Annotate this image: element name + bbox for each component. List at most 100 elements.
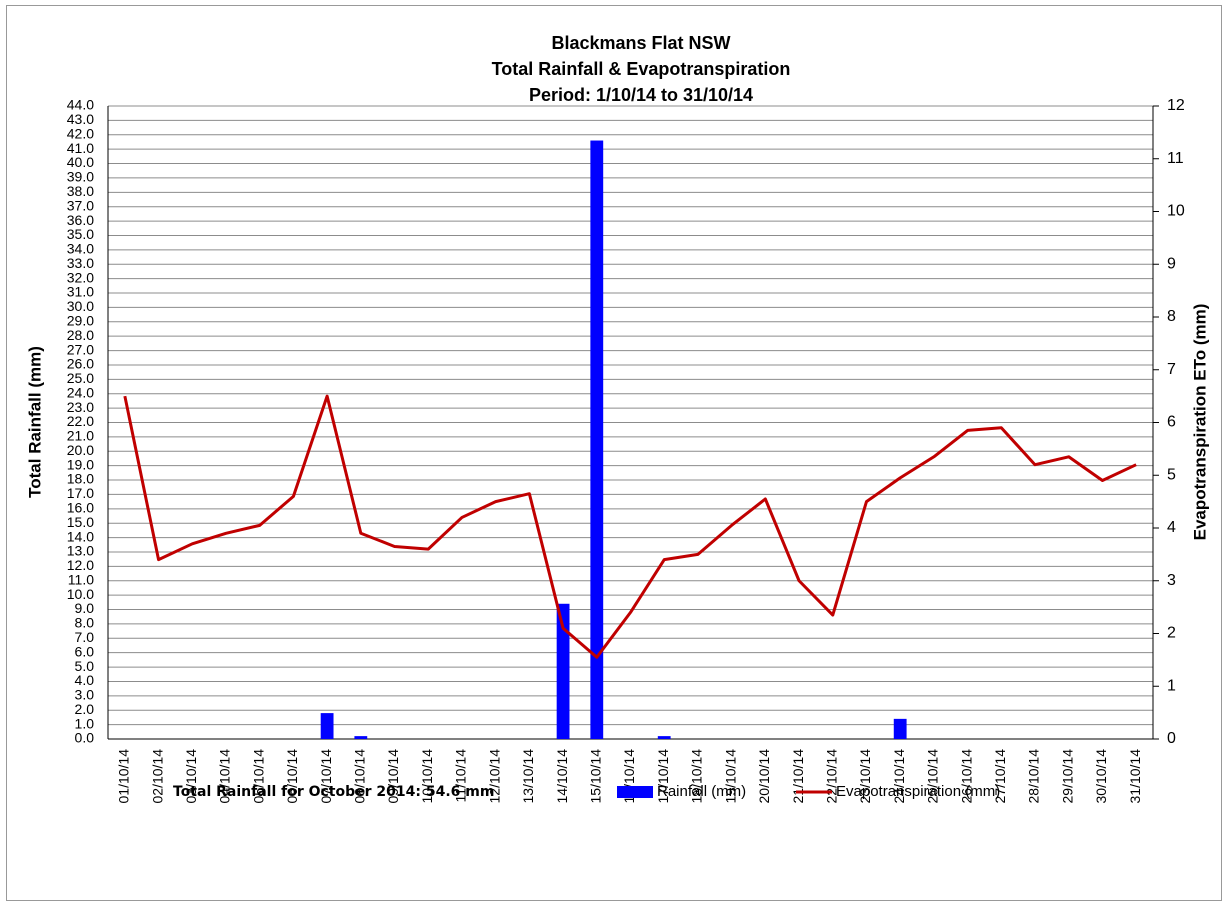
y-tick-label: 32.0 xyxy=(67,269,94,285)
y-tick-label: 44.0 xyxy=(67,97,94,113)
chart-title: Period: 1/10/14 to 31/10/14 xyxy=(529,85,753,105)
y-tick-label: 21.0 xyxy=(67,428,94,444)
y-tick-label: 10.0 xyxy=(67,586,94,602)
y2-tick-label: 7 xyxy=(1167,361,1176,378)
y-tick-label: 40.0 xyxy=(67,154,94,170)
y-tick-label: 42.0 xyxy=(67,125,94,141)
x-tick-label: 23/10/14 xyxy=(857,749,873,804)
y-tick-label: 22.0 xyxy=(67,413,94,429)
y-tick-label: 20.0 xyxy=(67,442,94,458)
x-tick-label: 15/10/14 xyxy=(587,749,603,804)
y-tick-label: 15.0 xyxy=(67,514,94,530)
y-tick-label: 33.0 xyxy=(67,255,94,271)
x-tick-label: 07/10/14 xyxy=(318,749,334,804)
y-tick-label: 2.0 xyxy=(75,701,95,717)
x-tick-label: 17/10/14 xyxy=(655,749,671,804)
y-tick-label: 1.0 xyxy=(75,715,95,731)
bar xyxy=(320,713,334,739)
bar xyxy=(590,140,604,739)
x-tick-label: 25/10/14 xyxy=(925,749,941,804)
annotation: Total Rainfall for October 2014: 54.6 mm xyxy=(173,784,494,800)
line xyxy=(123,394,1137,659)
y-tick-label: 31.0 xyxy=(67,284,94,300)
y-tick-label: 27.0 xyxy=(67,341,94,357)
y-tick-label: 14.0 xyxy=(67,528,94,544)
x-tick-label: 20/10/14 xyxy=(756,749,772,804)
y-tick-label: 30.0 xyxy=(67,298,94,314)
bar xyxy=(354,736,368,739)
x-tick-label: 08/10/14 xyxy=(352,749,368,804)
x-tick-label: 21/10/14 xyxy=(790,749,806,804)
y2-tick-label: 0 xyxy=(1167,730,1176,747)
x-tick-label: 18/10/14 xyxy=(689,749,705,804)
y-tick-label: 24.0 xyxy=(67,384,94,400)
chart-title: Total Rainfall & Evapotranspiration xyxy=(492,59,791,79)
y2-tick-label: 8 xyxy=(1167,308,1176,325)
y2-tick-label: 2 xyxy=(1167,625,1176,642)
x-tick-label: 01/10/14 xyxy=(116,749,132,804)
y-tick-label: 18.0 xyxy=(67,471,94,487)
y-tick-label: 17.0 xyxy=(67,485,94,501)
y-tick-label: 11.0 xyxy=(68,571,94,587)
x-tick-label: 11/10/14 xyxy=(453,749,469,803)
y-tick-label: 41.0 xyxy=(67,140,94,156)
x-tick-label: 04/10/14 xyxy=(217,749,233,804)
bar xyxy=(893,718,907,739)
y-tick-label: 19.0 xyxy=(67,456,94,472)
x-tick-label: 14/10/14 xyxy=(554,749,570,804)
y2-tick-label: 6 xyxy=(1167,414,1176,431)
x-tick-label: 13/10/14 xyxy=(520,749,536,804)
y-tick-label: 36.0 xyxy=(67,212,94,228)
y-tick-label: 8.0 xyxy=(75,615,95,631)
legend-label: Evapotranspiration (mm) xyxy=(836,783,1000,800)
x-tick-label: 06/10/14 xyxy=(284,749,300,804)
x-tick-label: 22/10/14 xyxy=(823,749,839,804)
y-tick-label: 5.0 xyxy=(75,658,95,674)
y-tick-label: 39.0 xyxy=(67,169,94,185)
y2-tick-label: 1 xyxy=(1167,677,1176,694)
y-tick-label: 12.0 xyxy=(67,557,94,573)
y2-tick-label: 4 xyxy=(1167,519,1176,536)
y-tick-label: 3.0 xyxy=(75,687,95,703)
y-tick-label: 35.0 xyxy=(67,226,94,242)
x-tick-label: 28/10/14 xyxy=(1026,749,1042,804)
bar xyxy=(556,603,570,739)
y-tick-label: 16.0 xyxy=(67,500,94,516)
y2-tick-label: 5 xyxy=(1167,466,1176,483)
y-tick-label: 37.0 xyxy=(67,197,94,213)
y2-tick-label: 11 xyxy=(1167,150,1184,167)
y2-tick-label: 9 xyxy=(1167,255,1176,272)
x-tick-label: 29/10/14 xyxy=(1059,749,1075,804)
x-tick-label: 24/10/14 xyxy=(891,749,907,804)
y2-tick-label: 3 xyxy=(1167,572,1176,589)
y-tick-label: 9.0 xyxy=(75,600,95,616)
x-tick-label: 27/10/14 xyxy=(992,749,1008,804)
y-tick-label: 13.0 xyxy=(67,543,94,559)
x-tick-label: 26/10/14 xyxy=(958,749,974,804)
y-tick-label: 34.0 xyxy=(67,241,94,257)
y-tick-label: 25.0 xyxy=(67,370,94,386)
y-axis-title: Total Rainfall (mm) xyxy=(25,346,44,498)
y-tick-label: 29.0 xyxy=(67,312,94,328)
y-tick-label: 43.0 xyxy=(67,111,94,127)
y2-tick-label: 12 xyxy=(1167,97,1185,114)
y-tick-label: 6.0 xyxy=(75,643,95,659)
y-tick-label: 4.0 xyxy=(75,672,95,688)
y-tick-label: 28.0 xyxy=(67,327,94,343)
x-tick-label: 02/10/14 xyxy=(149,749,165,804)
legend-swatch xyxy=(617,786,653,798)
bar xyxy=(657,736,671,739)
chart-title: Blackmans Flat NSW xyxy=(551,33,730,53)
x-tick-label: 10/10/14 xyxy=(419,749,435,804)
x-tick-label: 12/10/14 xyxy=(486,749,502,804)
x-tick-label: 03/10/14 xyxy=(183,749,199,804)
x-tick-label: 09/10/14 xyxy=(385,749,401,804)
chart-frame xyxy=(6,5,1222,901)
y-tick-label: 38.0 xyxy=(67,183,94,199)
y-tick-label: 7.0 xyxy=(75,629,95,645)
y2-axis-title: Evapotranspiration ETo (mm) xyxy=(1190,304,1209,541)
x-tick-label: 05/10/14 xyxy=(250,749,266,804)
legend-label: Rainfall (mm) xyxy=(657,783,746,800)
x-tick-label: 30/10/14 xyxy=(1093,749,1109,804)
